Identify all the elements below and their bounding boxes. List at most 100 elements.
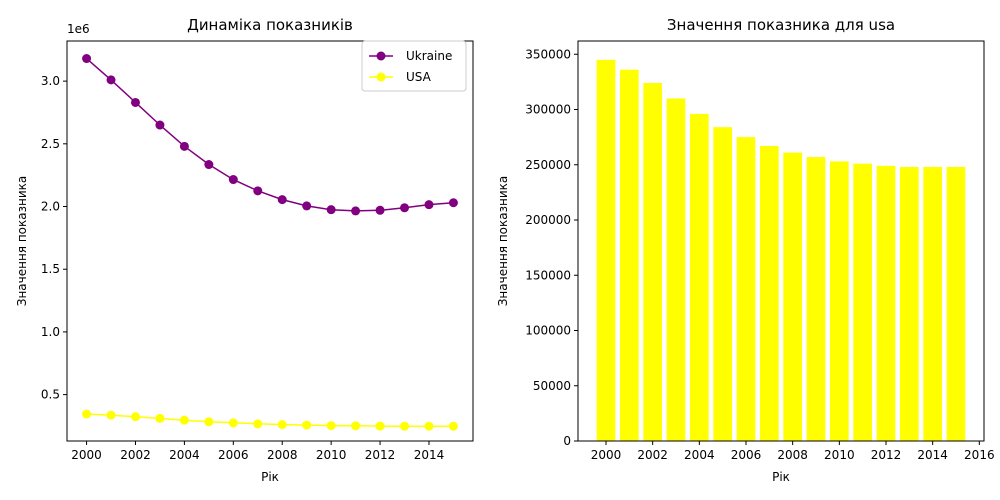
x-tick-label: 2000 xyxy=(591,448,622,462)
x-tick-label: 2012 xyxy=(871,448,902,462)
data-point-ukraine xyxy=(155,120,165,130)
x-tick-label: 2012 xyxy=(365,448,396,462)
x-tick-label: 2010 xyxy=(824,448,855,462)
data-point-ukraine xyxy=(82,54,92,64)
y-tick-label: 2.5 xyxy=(41,137,60,151)
line-chart-legend: Ukraine USA xyxy=(361,40,467,92)
x-tick-label: 2014 xyxy=(414,448,445,462)
data-point-ukraine xyxy=(351,206,361,216)
line-chart-title: Динаміка показників xyxy=(187,16,353,34)
bar xyxy=(853,163,872,442)
line-chart-y-axis-label: Значення показника xyxy=(15,176,29,307)
x-tick-label: 2002 xyxy=(637,448,668,462)
y-tick-label: 250000 xyxy=(525,158,571,172)
line-chart-axes-frame xyxy=(66,40,474,442)
data-point-usa xyxy=(424,421,434,431)
bar xyxy=(923,166,942,441)
y-offset-label: 1e6 xyxy=(67,22,90,36)
bar xyxy=(620,69,639,441)
x-tick-label: 2004 xyxy=(684,448,715,462)
data-point-usa xyxy=(277,420,287,430)
data-point-usa xyxy=(400,421,410,431)
data-point-ukraine xyxy=(277,195,287,205)
data-point-usa xyxy=(302,420,312,430)
bar xyxy=(806,157,826,441)
data-point-ukraine xyxy=(253,186,263,196)
x-tick-label: 2016 xyxy=(964,448,995,462)
x-tick-label: 2006 xyxy=(731,448,762,462)
bar xyxy=(736,137,756,441)
legend-marker-usa xyxy=(376,72,386,82)
data-point-ukraine xyxy=(106,75,116,85)
bar-chart-y-axis-label: Значення показника xyxy=(496,176,510,307)
y-tick-label: 0 xyxy=(563,434,571,448)
data-point-usa xyxy=(106,410,116,420)
data-point-ukraine xyxy=(179,141,189,151)
x-tick-label: 2002 xyxy=(120,448,151,462)
series-line-usa xyxy=(86,413,454,427)
data-point-ukraine xyxy=(448,198,458,208)
bar xyxy=(830,161,849,441)
y-tick-label: 0.5 xyxy=(41,388,60,402)
y-tick-label: 3.0 xyxy=(41,74,60,88)
x-tick-label: 2000 xyxy=(71,448,102,462)
bar-chart-plot-area: 2000 2002 2004 2006 2008 2010 2012 2014 2016 0 500… xyxy=(525,47,994,462)
data-point-usa xyxy=(179,415,189,425)
data-point-usa xyxy=(155,413,165,423)
data-point-usa xyxy=(351,421,361,431)
data-point-ukraine xyxy=(400,203,410,213)
line-chart-plot-area: 2000 2002 2004 2006 2008 2010 2012 2014 0.5 1.0 1.… xyxy=(41,54,458,462)
x-tick-label: 2004 xyxy=(169,448,200,462)
x-tick-label: 2010 xyxy=(316,448,347,462)
legend-label-usa: USA xyxy=(406,70,432,84)
data-point-ukraine xyxy=(228,175,238,185)
data-point-usa xyxy=(82,409,92,419)
data-point-ukraine xyxy=(130,97,140,107)
bar xyxy=(760,145,779,441)
y-tick-label: 2.0 xyxy=(41,200,60,214)
data-point-ukraine xyxy=(302,201,312,211)
data-point-usa xyxy=(448,421,458,431)
x-tick-label: 2008 xyxy=(267,448,298,462)
bar xyxy=(876,165,896,441)
bar xyxy=(596,59,616,441)
data-point-ukraine xyxy=(424,200,434,210)
y-tick-label: 150000 xyxy=(525,268,571,282)
bar xyxy=(643,82,662,441)
data-point-usa xyxy=(204,417,214,427)
y-tick-label: 350000 xyxy=(525,47,571,61)
legend-label-ukraine: Ukraine xyxy=(406,49,452,63)
legend-marker-ukraine xyxy=(376,51,386,61)
data-point-usa xyxy=(375,421,385,431)
data-point-usa xyxy=(253,419,263,429)
line-chart-x-axis-label: Рік xyxy=(261,470,279,484)
legend-box xyxy=(361,40,467,92)
x-tick-label: 2014 xyxy=(917,448,948,462)
data-point-ukraine xyxy=(326,205,336,215)
data-point-ukraine xyxy=(375,205,385,215)
line-chart-panel: Динаміка показників 1e6 2000 2002 2004 2006… xyxy=(15,16,474,484)
data-point-ukraine xyxy=(204,160,214,170)
y-tick-label: 300000 xyxy=(525,103,571,117)
bar xyxy=(713,127,732,442)
y-tick-label: 1.5 xyxy=(41,262,60,276)
bar xyxy=(666,98,686,442)
y-tick-label: 200000 xyxy=(525,213,571,227)
bar xyxy=(900,166,919,441)
bar xyxy=(946,166,966,441)
y-tick-label: 100000 xyxy=(525,324,571,338)
y-tick-label: 1.0 xyxy=(41,325,60,339)
bar-chart-axes-frame xyxy=(577,40,985,442)
y-tick-label: 50000 xyxy=(533,379,571,393)
data-point-usa xyxy=(326,421,336,431)
data-point-usa xyxy=(130,412,140,422)
data-point-usa xyxy=(228,418,238,428)
bar xyxy=(783,152,802,441)
bar-chart-title: Значення показника для usa xyxy=(667,16,895,34)
x-tick-label: 2008 xyxy=(777,448,808,462)
x-tick-label: 2006 xyxy=(218,448,249,462)
bar-chart-x-axis-label: Рік xyxy=(772,470,790,484)
bar-chart-panel: Значення показника для usa 2000 2002 2004 2… xyxy=(496,16,995,484)
series-line-ukraine xyxy=(86,58,454,212)
